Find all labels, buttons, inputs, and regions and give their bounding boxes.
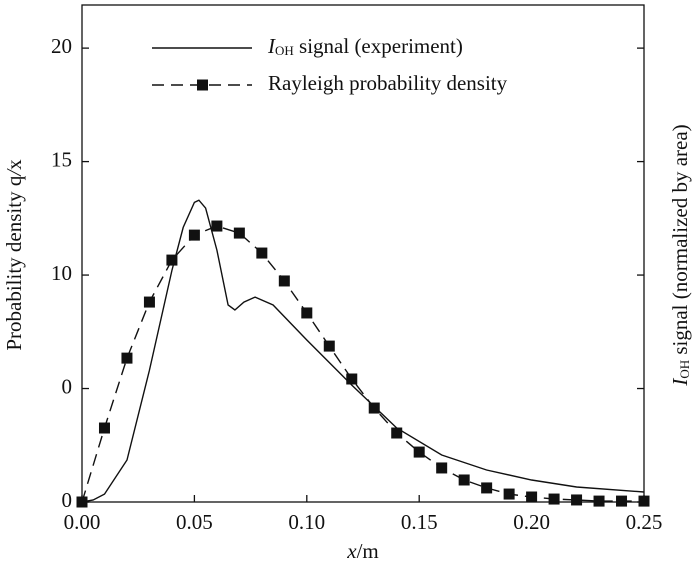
legend-label: Rayleigh probability density: [268, 71, 508, 95]
marker: [413, 446, 425, 458]
y-axis-label: Probability density q/x: [2, 159, 26, 351]
y-tick-label: 0: [62, 488, 73, 512]
x-tick-label: 0.05: [176, 510, 213, 534]
marker: [526, 491, 538, 503]
marker: [98, 422, 110, 434]
x-tick-label: 0.20: [513, 510, 550, 534]
marker: [211, 220, 223, 232]
marker: [593, 495, 605, 507]
y-tick-label: 10: [51, 261, 72, 285]
legend-marker: [197, 79, 208, 91]
marker: [143, 296, 155, 308]
plot-frame: [81, 4, 645, 503]
series-line: [81, 225, 644, 503]
y-tick-label: 20: [51, 34, 72, 58]
marker: [278, 275, 290, 287]
marker: [188, 229, 200, 241]
marker: [481, 482, 493, 494]
marker: [346, 373, 358, 385]
marker: [391, 427, 403, 439]
marker: [436, 462, 448, 474]
x-tick-label: 0.00: [64, 510, 101, 534]
x-tick-label: 0.10: [288, 510, 325, 534]
marker: [548, 493, 560, 505]
marker: [616, 495, 628, 507]
x-tick-label: 0.25: [626, 510, 663, 534]
marker: [368, 402, 380, 414]
marker: [571, 494, 583, 506]
y-tick-label: 15: [51, 147, 72, 171]
marker: [301, 307, 313, 319]
x-tick-label: 0.15: [401, 510, 438, 534]
marker: [323, 340, 335, 352]
legend-label: IOH signal (experiment): [267, 34, 463, 58]
marker: [458, 474, 470, 486]
y-tick-label: 0: [62, 374, 73, 398]
marker: [166, 254, 178, 266]
marker: [503, 488, 515, 500]
marker: [76, 496, 88, 508]
marker: [256, 247, 268, 259]
x-axis-label: x/m: [346, 539, 379, 563]
y2-axis-label: IOH signal (normalized by area): [668, 124, 692, 386]
marker: [638, 495, 650, 507]
marker: [233, 227, 245, 239]
series-line: [81, 199, 645, 503]
marker: [121, 352, 133, 364]
